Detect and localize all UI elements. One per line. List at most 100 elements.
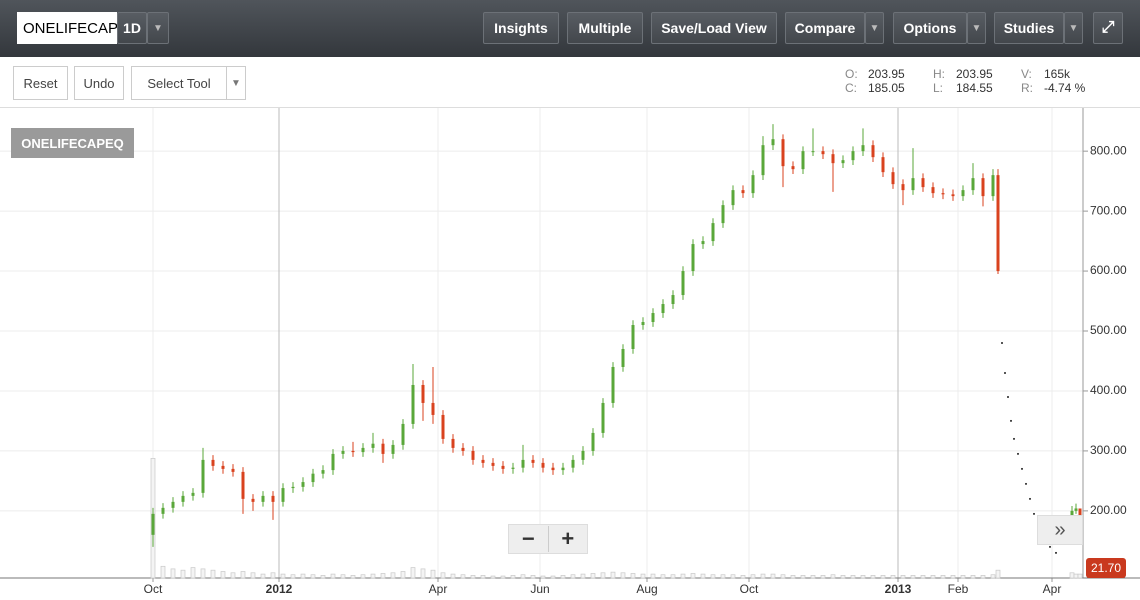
undo-button[interactable]: Undo bbox=[74, 66, 124, 100]
volume-bar bbox=[730, 574, 736, 579]
candle-body bbox=[531, 459, 535, 463]
candle-body bbox=[401, 423, 405, 445]
volume-bar bbox=[580, 573, 586, 579]
candle-body bbox=[711, 223, 715, 242]
volume-bar bbox=[720, 574, 726, 579]
candle-body bbox=[191, 492, 195, 496]
y-tick-label: 200.00 bbox=[1090, 503, 1127, 517]
toolbar-button[interactable]: Multiple bbox=[567, 12, 643, 44]
candle-body bbox=[811, 151, 815, 153]
interval-dropdown[interactable]: ▼ bbox=[147, 12, 169, 44]
candle-body bbox=[581, 450, 585, 460]
candle-body bbox=[231, 468, 235, 472]
volume-bar bbox=[950, 575, 956, 579]
candle-body bbox=[281, 488, 285, 502]
volume-bar bbox=[570, 574, 576, 579]
volume-bar bbox=[440, 572, 446, 579]
toolbar-dropdown[interactable]: ▼ bbox=[1064, 12, 1083, 44]
candle-body bbox=[731, 190, 735, 206]
volume-bar bbox=[480, 575, 486, 579]
volume-bar bbox=[650, 573, 656, 579]
volume-bar bbox=[970, 575, 976, 579]
volume-bar bbox=[410, 567, 416, 579]
x-tick-label: Oct bbox=[144, 582, 163, 596]
candle-body bbox=[541, 462, 545, 468]
candle-body bbox=[741, 190, 745, 194]
toolbar-dropdown[interactable]: ▼ bbox=[865, 12, 884, 44]
candle-body bbox=[411, 384, 415, 424]
price-dot bbox=[1013, 437, 1015, 440]
volume-bar bbox=[230, 572, 236, 579]
price-dot bbox=[1029, 497, 1031, 500]
volume-bar bbox=[610, 571, 616, 579]
symbol-input[interactable]: ONELIFECAPE bbox=[17, 12, 117, 44]
candle-body bbox=[791, 166, 795, 170]
volume-bar bbox=[600, 572, 606, 579]
candle-body bbox=[181, 495, 185, 502]
volume-bar bbox=[490, 575, 496, 579]
candle-body bbox=[551, 467, 555, 471]
volume-bar bbox=[1069, 572, 1075, 579]
scroll-right-button[interactable]: » bbox=[1037, 515, 1083, 545]
volume-bar bbox=[920, 575, 926, 579]
toolbar-dropdown[interactable]: ▼ bbox=[967, 12, 986, 44]
volume-bar bbox=[980, 575, 986, 579]
zoom-in[interactable]: + bbox=[547, 526, 588, 552]
volume-bar bbox=[320, 575, 326, 579]
toolbar-button[interactable]: Studies bbox=[994, 12, 1064, 44]
volume-bar bbox=[510, 575, 516, 579]
price-dot bbox=[1055, 551, 1057, 554]
readout-value: 203.95 bbox=[956, 67, 993, 81]
x-tick-label: Feb bbox=[948, 582, 969, 596]
toolbar-button[interactable]: Save/Load View bbox=[651, 12, 777, 44]
x-tick-label: 2013 bbox=[885, 582, 912, 596]
readout-value: 185.05 bbox=[868, 81, 905, 95]
volume-bar bbox=[880, 575, 886, 579]
candle-body bbox=[901, 184, 905, 191]
zoom-out[interactable]: − bbox=[521, 526, 535, 551]
y-tick-label: 800.00 bbox=[1090, 143, 1127, 157]
volume-bar bbox=[740, 575, 746, 579]
volume-bar bbox=[660, 574, 666, 579]
candle-body bbox=[996, 175, 1000, 272]
volume-bar bbox=[590, 573, 596, 579]
volume-bar bbox=[960, 575, 966, 579]
volume-bar bbox=[470, 575, 476, 579]
price-dot bbox=[1017, 452, 1019, 455]
candle-body bbox=[661, 304, 665, 314]
candle-body bbox=[561, 467, 565, 471]
volume-bar bbox=[860, 575, 866, 579]
volume-bar bbox=[160, 565, 166, 579]
volume-bar bbox=[770, 573, 776, 579]
y-tick-label: 300.00 bbox=[1090, 443, 1127, 457]
candle-body bbox=[651, 313, 655, 323]
volume-bar bbox=[280, 573, 286, 579]
x-tick-label: Apr bbox=[1043, 582, 1062, 596]
candle-body bbox=[831, 154, 835, 164]
candle-body bbox=[691, 244, 695, 272]
candle-body bbox=[631, 325, 635, 349]
volume-bar bbox=[750, 574, 756, 579]
interval-button[interactable]: 1D bbox=[117, 12, 147, 44]
candle-body bbox=[981, 178, 985, 197]
volume-bar bbox=[670, 574, 676, 579]
candle-body bbox=[311, 473, 315, 483]
toolbar-button[interactable]: Options bbox=[893, 12, 967, 44]
price-dot bbox=[1025, 482, 1027, 485]
select-tool-dropdown[interactable]: ▼ bbox=[226, 66, 246, 100]
select-tool[interactable]: Select Tool bbox=[131, 66, 227, 100]
candle-body bbox=[441, 414, 445, 439]
fullscreen-button[interactable]: ⤢ bbox=[1093, 12, 1123, 44]
volume-bar bbox=[180, 569, 186, 579]
volume-bar bbox=[220, 571, 226, 579]
toolbar-button[interactable]: Compare bbox=[785, 12, 865, 44]
x-tick-label: Jun bbox=[530, 582, 549, 596]
volume-bar bbox=[810, 575, 816, 579]
reset-button[interactable]: Reset bbox=[13, 66, 68, 100]
x-tick-label: 2012 bbox=[266, 582, 293, 596]
volume-bar bbox=[190, 567, 196, 579]
readout-value: -4.74 % bbox=[1044, 81, 1086, 95]
toolbar-button[interactable]: Insights bbox=[483, 12, 559, 44]
candle-body bbox=[201, 459, 205, 493]
volume-bar bbox=[210, 569, 216, 579]
